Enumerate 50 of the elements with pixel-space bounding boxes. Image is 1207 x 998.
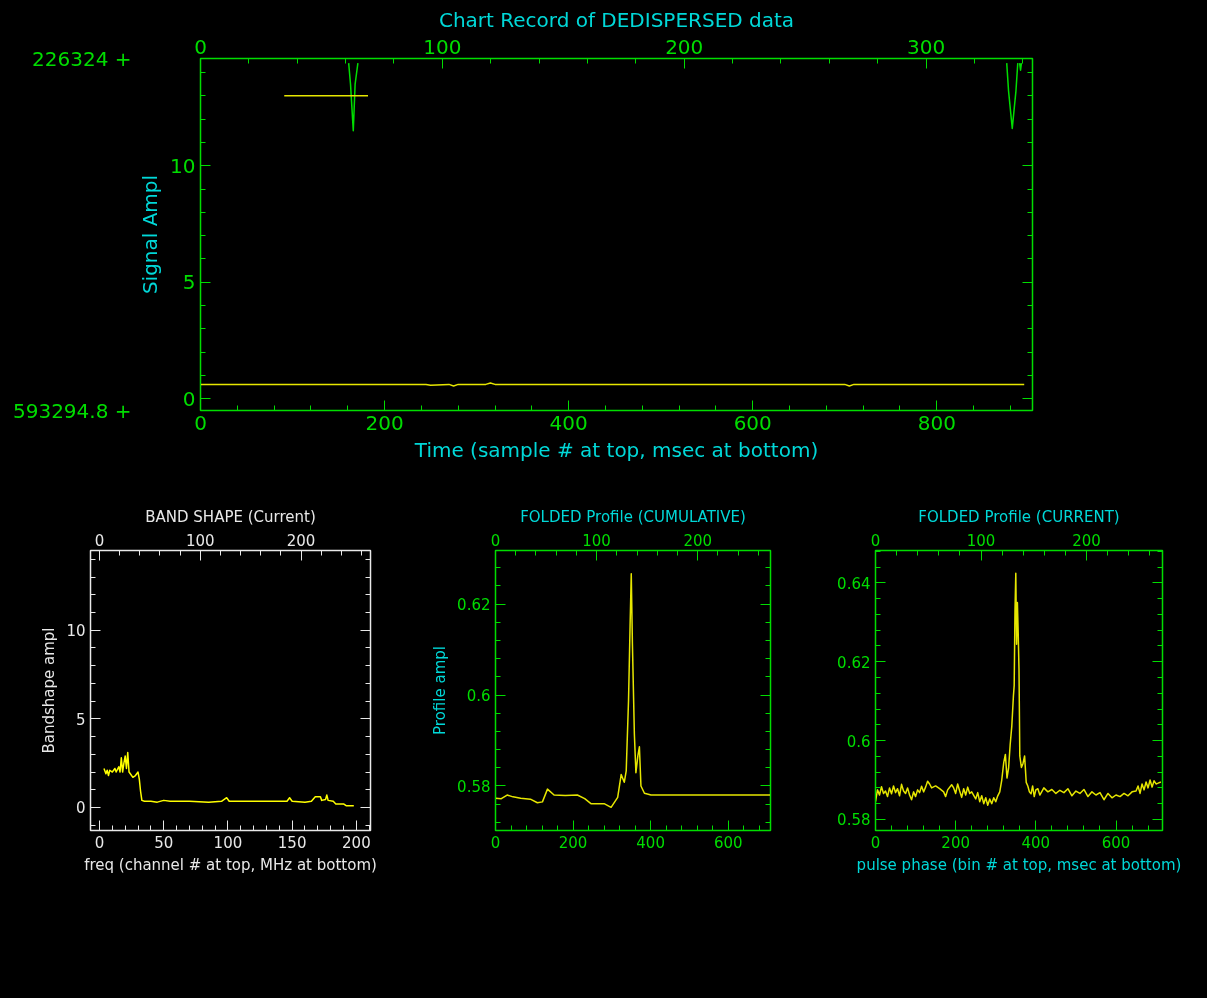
y-tick-label: 0.62 [837, 653, 871, 672]
x2-tick-label: 200 [286, 531, 316, 550]
x-tick-label: 0 [94, 833, 105, 852]
x-tick-label: 600 [733, 410, 772, 435]
x-axis-title: Time (sample # at top, msec at bottom) [413, 437, 819, 462]
x-tick-label: 400 [549, 410, 588, 435]
y-tick-label: 0.62 [457, 596, 491, 615]
text: 593294.8 + [12, 398, 132, 423]
x-tick-label: 400 [636, 833, 665, 852]
x2-tick-label: 200 [683, 531, 713, 550]
y-axis-title: Profile ampl [431, 646, 450, 735]
chart-title: FOLDED Profile (CUMULATIVE) [520, 507, 746, 526]
y-tick-label: 0.6 [846, 732, 871, 751]
x-axis-title: freq (channel # at top, MHz at bottom) [84, 855, 377, 874]
x2-tick-label: 200 [665, 34, 704, 59]
x2-tick-label: 0 [94, 531, 105, 550]
x2-tick-label: 200 [1072, 531, 1101, 550]
x-tick-label: 600 [713, 833, 743, 852]
y-tick-label: 0.58 [837, 811, 871, 830]
y-tick-label: 5 [182, 270, 196, 295]
y-axis-title: Bandshape ampl [40, 627, 59, 754]
y-tick-label: 0.6 [466, 687, 491, 706]
chart-title: FOLDED Profile (CURRENT) [918, 507, 1120, 526]
x-tick-label: 200 [365, 410, 404, 435]
y-tick-label: 0 [75, 799, 86, 818]
x2-tick-label: 300 [906, 34, 946, 59]
x-tick-label: 200 [342, 833, 371, 852]
x-tick-label: 400 [1021, 833, 1051, 852]
y-tick-label: 10 [170, 153, 196, 178]
y-tick-label: 5 [75, 710, 86, 729]
x-axis-title: pulse phase (bin # at top, msec at bottom) [856, 855, 1182, 874]
y-tick-label: 0 [182, 386, 196, 411]
x-tick-label: 600 [1101, 833, 1131, 852]
y-tick-label: 0.58 [457, 777, 491, 796]
x2-tick-label: 100 [966, 531, 996, 550]
x2-tick-label: 100 [582, 531, 611, 550]
y-axis-title: Signal Ampl [138, 174, 163, 295]
x-tick-label: 150 [277, 833, 307, 852]
x-tick-label: 200 [558, 833, 588, 852]
chart-title: Chart Record of DEDISPERSED data [438, 7, 795, 32]
x2-tick-label: 100 [423, 34, 462, 59]
x-tick-label: 800 [917, 410, 956, 435]
x2-tick-label: 100 [185, 531, 215, 550]
x-tick-label: 200 [941, 833, 970, 852]
x-tick-label: 100 [213, 833, 243, 852]
y-tick-label: 10 [66, 622, 86, 641]
chart-title: BAND SHAPE (Current) [145, 507, 316, 526]
x-tick-label: 50 [154, 833, 174, 852]
y-tick-label: 0.64 [837, 574, 871, 593]
text: 226324 + [32, 46, 132, 71]
